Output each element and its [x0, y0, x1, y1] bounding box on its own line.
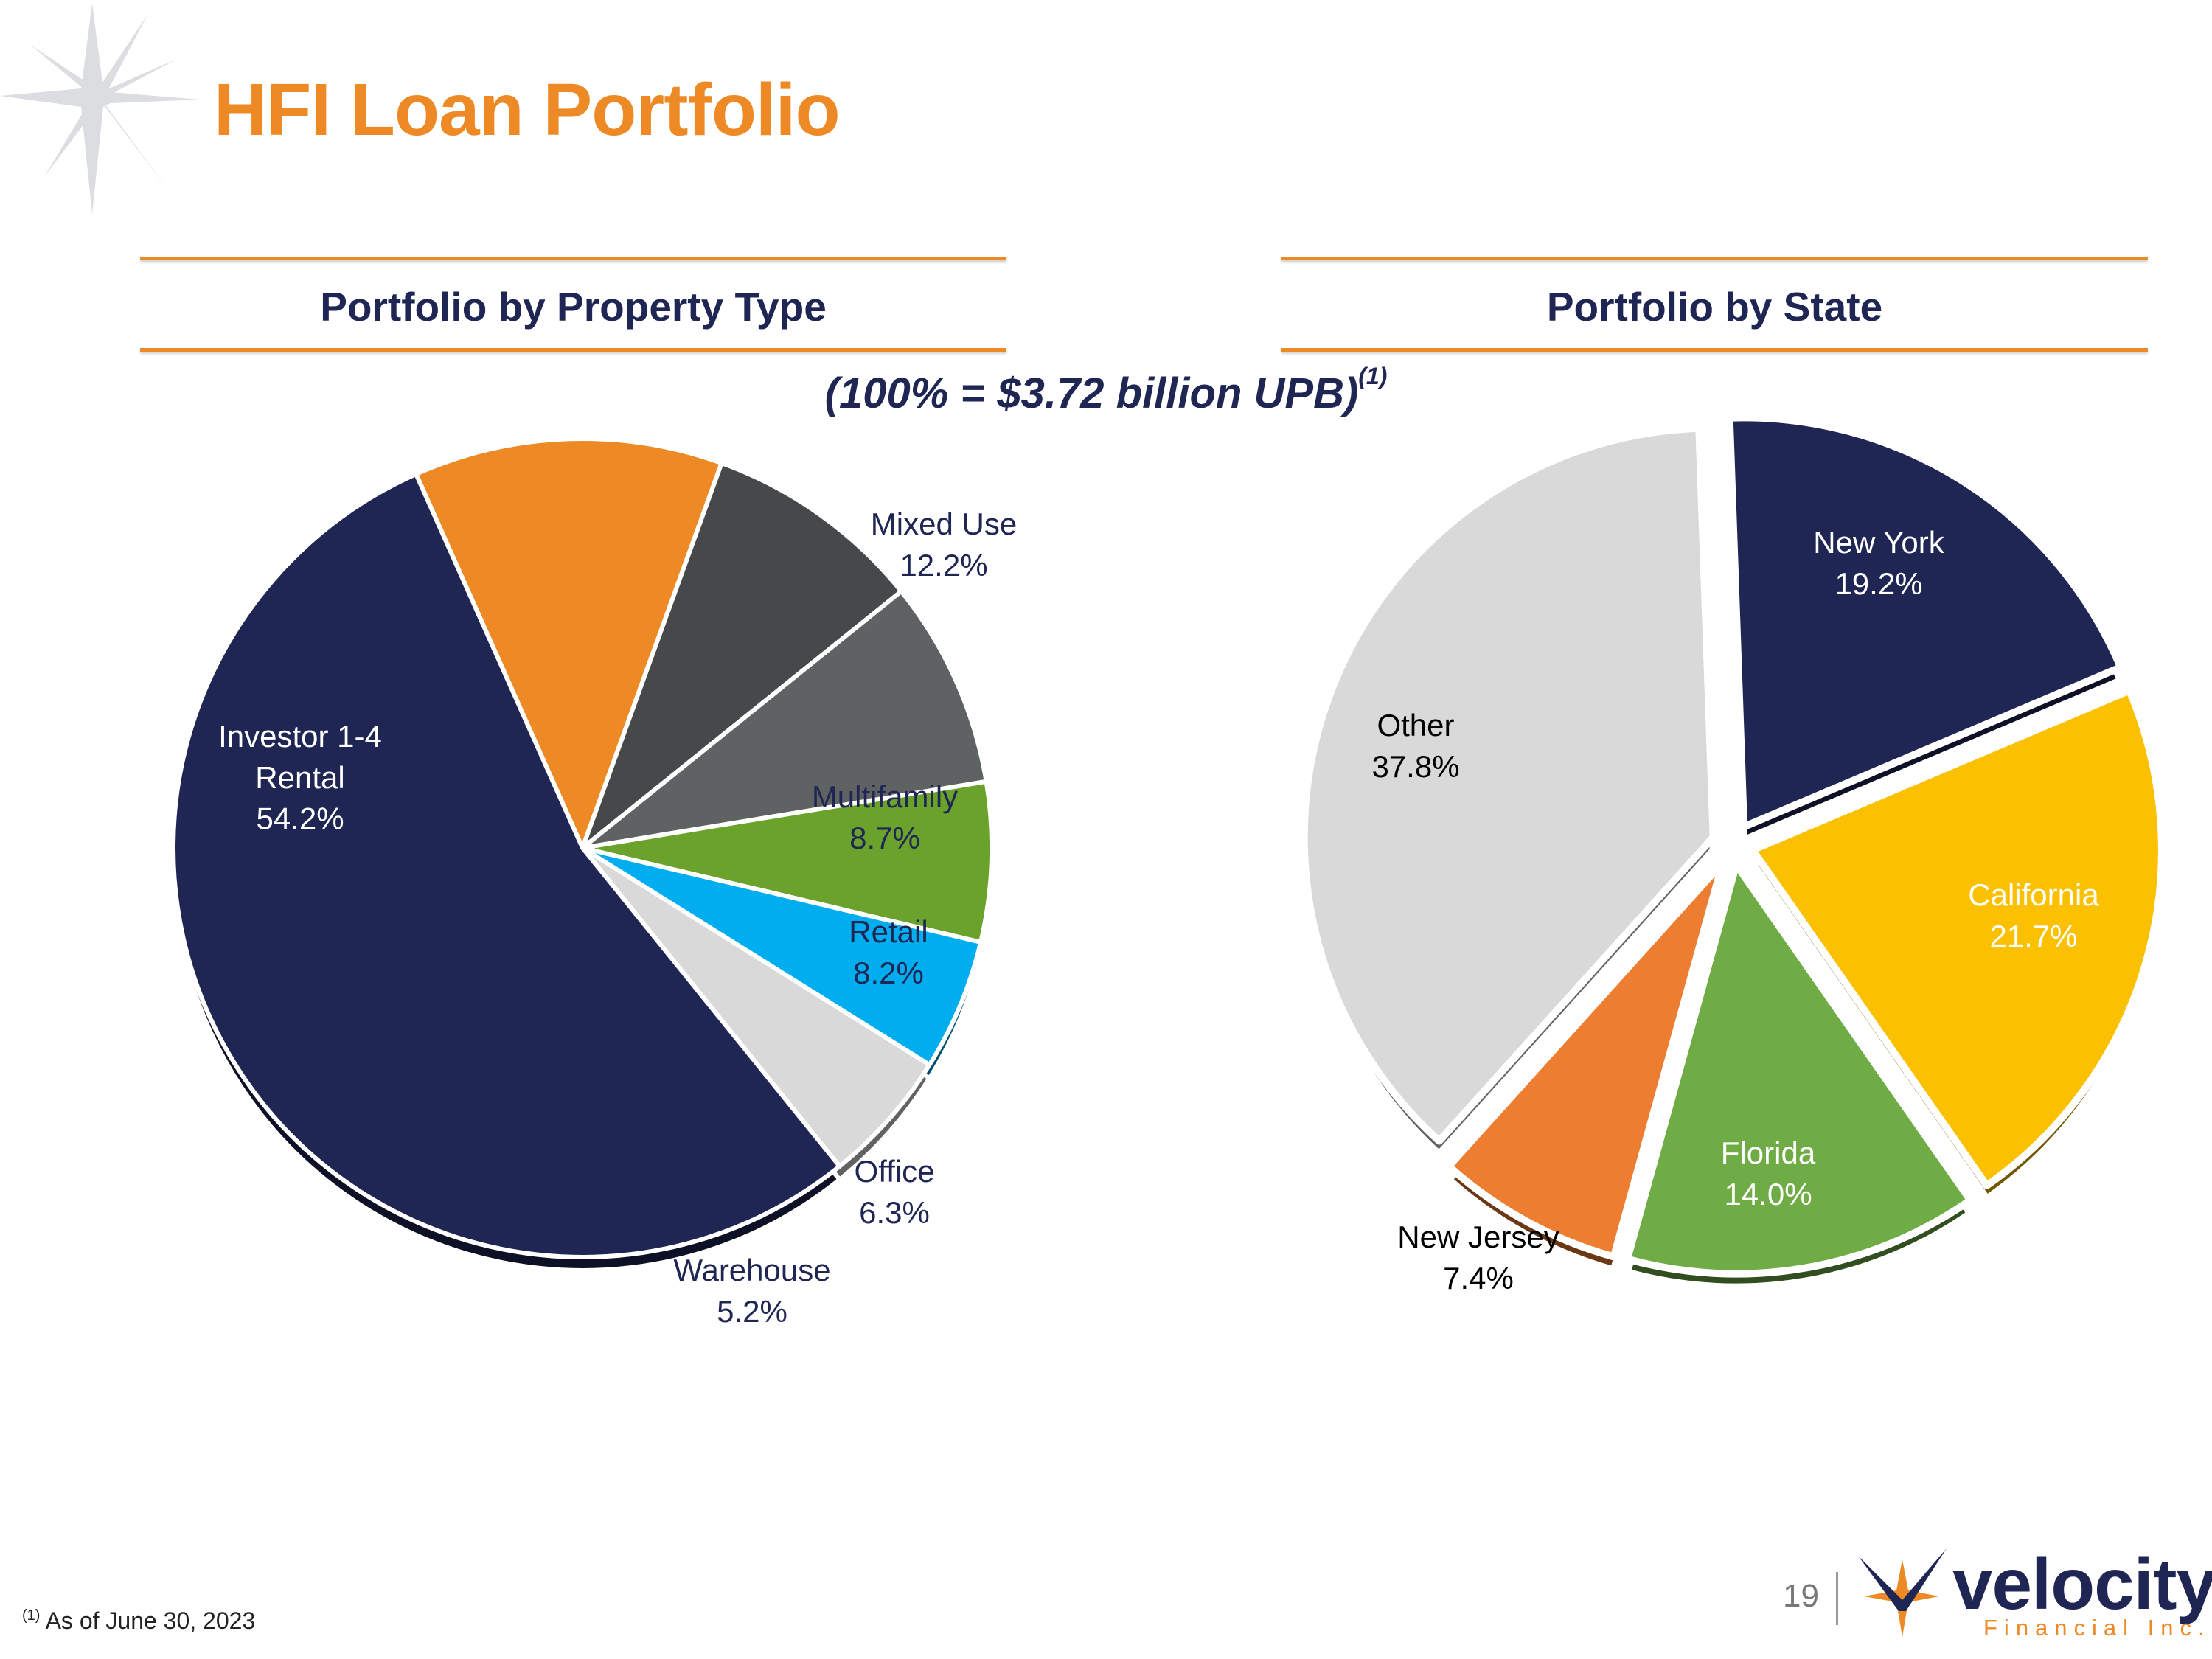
pie-slice-florida	[1623, 860, 1975, 1278]
subtitle-text: (100% = $3.72 billion UPB)	[824, 369, 1359, 417]
logo-wordmark: velocity	[1952, 1543, 2212, 1624]
pie-label-multifamily: Multifamily 8.7%	[812, 779, 958, 855]
state-title: Portfolio by State	[1546, 284, 1883, 330]
pie-label-california: California 21.7%	[1968, 877, 2099, 953]
pie-label-new-york: New York 19.2%	[1813, 525, 1944, 601]
header-rule-top	[140, 257, 1006, 260]
portfolio-total-subtitle: (100% = $3.72 billion UPB)(1)	[0, 363, 2212, 418]
pie-slice-new-york	[1725, 414, 2125, 831]
header-rule-bottom	[1281, 348, 2148, 352]
pie-label-investor-1-4-rental: Investor 1-4 Rental 54.2%	[218, 719, 382, 836]
pie-label-florida: Florida 14.0%	[1721, 1135, 1816, 1211]
footnote: (1) As of June 30, 2023	[22, 1607, 255, 1635]
state-header: Portfolio by State	[1281, 257, 2148, 352]
pie-slice-new-jersey	[1444, 858, 1727, 1261]
page-number: 19	[1783, 1578, 1819, 1614]
property-type-header: Portfolio by Property Type	[140, 257, 1006, 352]
pie-slice-other	[580, 846, 932, 1169]
pie-slice-investor-1-4-rental	[171, 471, 842, 1259]
property-type-title: Portfolio by Property Type	[320, 284, 827, 330]
property-type-pie: Mixed Use 12.2% Multifamily 8.7% Retail 8.2% O…	[171, 436, 1017, 1329]
pie-label-warehouse: Warehouse 5.2%	[673, 1253, 830, 1329]
footnote-text: As of June 30, 2023	[45, 1607, 256, 1634]
pie-label-other: Other 5.3%	[541, 1137, 619, 1213]
header-rule-bottom	[140, 348, 1006, 352]
pie-slice-office	[580, 779, 994, 945]
page-title: HFI Loan Portfolio	[214, 69, 841, 151]
pie-slice-mixed-use	[414, 436, 724, 850]
pie-slice-multifamily	[580, 461, 904, 850]
page-divider	[1836, 1572, 1838, 1625]
pie-label-retail: Retail 8.2%	[849, 914, 928, 990]
subtitle-footnote-marker: (1)	[1358, 363, 1388, 389]
pie-label-other: Other 37.8%	[1371, 708, 1459, 784]
star-logo-icon	[0, 4, 199, 214]
velocity-logo-icon	[1858, 1548, 1947, 1637]
pie-label-office: Office 6.3%	[855, 1154, 935, 1230]
pie-slice-retail	[580, 588, 989, 850]
header-rule-top	[1281, 257, 2148, 260]
pie-label-new-jersey: New Jersey 7.4%	[1397, 1220, 1559, 1295]
pie-slice-other	[1300, 424, 1717, 1145]
state-pie: New York 19.2% California 21.7% Florida 14.0%…	[1300, 414, 2166, 1295]
pie-slice-warehouse	[580, 846, 984, 1068]
pie-label-mixed-use: Mixed Use 12.2%	[871, 507, 1017, 582]
logo-subtitle: Financial Inc.	[1983, 1615, 2211, 1641]
footnote-marker: (1)	[22, 1607, 41, 1624]
pie-slice-california	[1748, 686, 2166, 1189]
